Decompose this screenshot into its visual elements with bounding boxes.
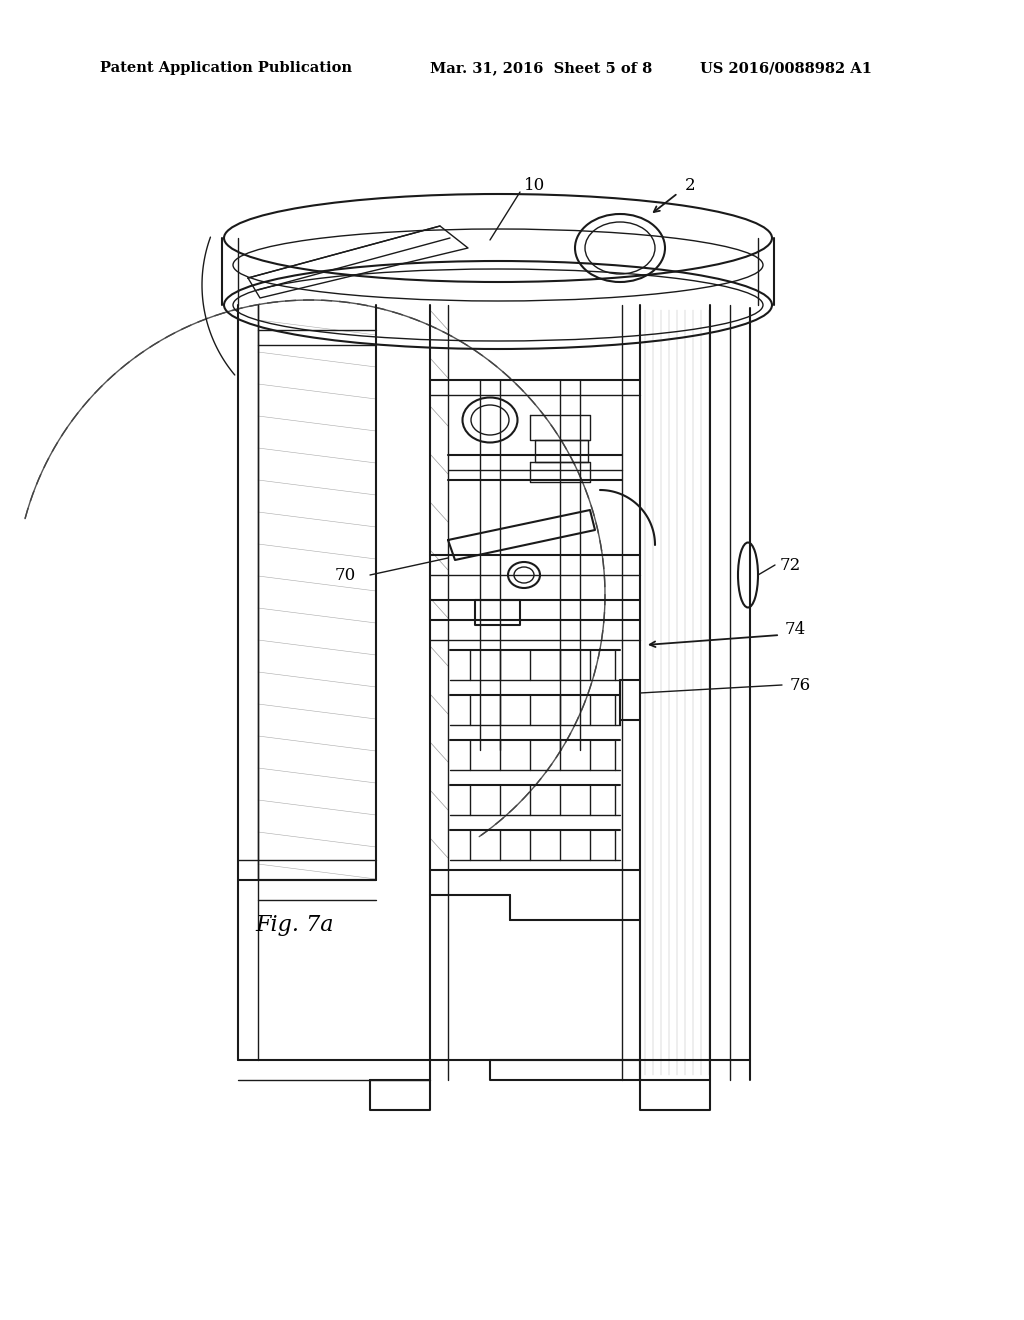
- Text: 10: 10: [524, 177, 546, 194]
- Text: 74: 74: [784, 622, 806, 639]
- Text: 70: 70: [335, 566, 355, 583]
- Text: 72: 72: [779, 557, 801, 573]
- Text: US 2016/0088982 A1: US 2016/0088982 A1: [700, 61, 872, 75]
- Text: Fig. 7a: Fig. 7a: [255, 913, 334, 936]
- Text: Mar. 31, 2016  Sheet 5 of 8: Mar. 31, 2016 Sheet 5 of 8: [430, 61, 652, 75]
- Text: Patent Application Publication: Patent Application Publication: [100, 61, 352, 75]
- Text: 2: 2: [685, 177, 695, 194]
- Text: 76: 76: [790, 676, 811, 693]
